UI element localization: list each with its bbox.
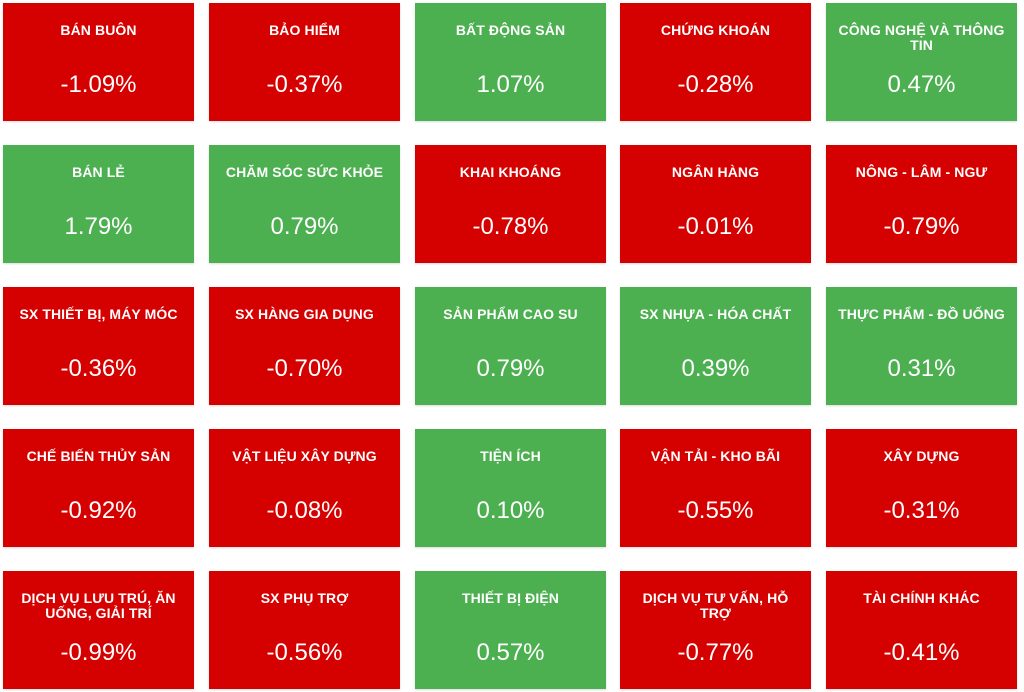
sector-name: BÁN LẺ — [72, 164, 125, 180]
sector-change: -0.99% — [60, 639, 137, 666]
sector-name: BÁN BUÔN — [60, 22, 137, 38]
sector-change: 0.47% — [887, 71, 956, 98]
sector-name: XÂY DỰNG — [883, 448, 960, 464]
sector-tile[interactable]: CÔNG NGHỆ VÀ THÔNG TIN 0.47% — [826, 3, 1017, 121]
sector-tile[interactable]: CHẾ BIẾN THỦY SẢN -0.92% — [3, 429, 194, 547]
sector-tile[interactable]: KHAI KHOÁNG -0.78% — [415, 145, 606, 263]
sector-change: 1.79% — [64, 213, 133, 240]
sector-change: -0.77% — [677, 639, 754, 666]
sector-tile[interactable]: BẢO HIỂM -0.37% — [209, 3, 400, 121]
sector-tile[interactable]: TÀI CHÍNH KHÁC -0.41% — [826, 571, 1017, 689]
sector-tile[interactable]: NÔNG - LÂM - NGƯ -0.79% — [826, 145, 1017, 263]
sector-name: DỊCH VỤ LƯU TRÚ, ĂN UỐNG, GIẢI TRÍ — [21, 590, 176, 621]
sector-name: SX PHỤ TRỢ — [260, 590, 349, 606]
sector-name: TIỆN ÍCH — [480, 448, 541, 464]
sector-name: BẤT ĐỘNG SẢN — [455, 22, 566, 38]
sector-tile[interactable]: BÁN BUÔN -1.09% — [3, 3, 194, 121]
sector-tile[interactable]: VẬN TẢI - KHO BÃI -0.55% — [620, 429, 811, 547]
sector-change: -0.55% — [677, 497, 754, 524]
sector-tile[interactable]: TIỆN ÍCH 0.10% — [415, 429, 606, 547]
sector-change: -0.78% — [472, 213, 549, 240]
sector-tile[interactable]: CHỨNG KHOÁN -0.28% — [620, 3, 811, 121]
sector-change: 0.31% — [887, 355, 956, 382]
sector-change: -0.28% — [677, 71, 754, 98]
sector-change: -0.01% — [677, 213, 754, 240]
sector-change: 0.79% — [476, 355, 545, 382]
sector-name: SẢN PHẨM CAO SU — [443, 306, 578, 322]
sector-tile[interactable]: DỊCH VỤ TƯ VẤN, HỖ TRỢ -0.77% — [620, 571, 811, 689]
sector-name: TÀI CHÍNH KHÁC — [863, 590, 980, 606]
sector-change: -0.37% — [266, 71, 343, 98]
sector-name: NGÂN HÀNG — [671, 164, 760, 180]
sector-change: -0.70% — [266, 355, 343, 382]
sector-tile[interactable]: VẬT LIỆU XÂY DỰNG -0.08% — [209, 429, 400, 547]
sector-tile[interactable]: SX PHỤ TRỢ -0.56% — [209, 571, 400, 689]
sector-change: 0.39% — [681, 355, 750, 382]
sector-tile[interactable]: SẢN PHẨM CAO SU 0.79% — [415, 287, 606, 405]
sector-change: -0.36% — [60, 355, 137, 382]
sector-change: -0.79% — [883, 213, 960, 240]
sector-tile[interactable]: SX HÀNG GIA DỤNG -0.70% — [209, 287, 400, 405]
sector-name: CHẾ BIẾN THỦY SẢN — [26, 448, 171, 464]
sector-tile[interactable]: CHĂM SÓC SỨC KHỎE 0.79% — [209, 145, 400, 263]
sector-name: THIẾT BỊ ĐIỆN — [462, 590, 559, 606]
sector-tile[interactable]: BÁN LẺ 1.79% — [3, 145, 194, 263]
sector-change: -0.41% — [883, 639, 960, 666]
sector-change: -1.09% — [60, 71, 137, 98]
sector-name: BẢO HIỂM — [269, 22, 340, 38]
sector-name: SX THIẾT BỊ, MÁY MÓC — [19, 306, 178, 322]
sector-name: CHĂM SÓC SỨC KHỎE — [225, 164, 384, 180]
sector-change: 0.57% — [476, 639, 545, 666]
sector-name: SX NHỰA - HÓA CHẤT — [639, 306, 792, 322]
sector-name: VẬT LIỆU XÂY DỰNG — [232, 448, 377, 464]
sector-change: 1.07% — [476, 71, 545, 98]
sector-change: 0.79% — [270, 213, 339, 240]
sector-tile[interactable]: SX NHỰA - HÓA CHẤT 0.39% — [620, 287, 811, 405]
sector-change: -0.31% — [883, 497, 960, 524]
sector-tile[interactable]: THIẾT BỊ ĐIỆN 0.57% — [415, 571, 606, 689]
sector-name: VẬN TẢI - KHO BÃI — [650, 448, 781, 464]
sector-change: -0.08% — [266, 497, 343, 524]
sector-tile[interactable]: BẤT ĐỘNG SẢN 1.07% — [415, 3, 606, 121]
sector-name: CÔNG NGHỆ VÀ THÔNG TIN — [838, 22, 1005, 53]
sector-name: KHAI KHOÁNG — [459, 164, 562, 180]
sector-tile[interactable]: NGÂN HÀNG -0.01% — [620, 145, 811, 263]
sector-tile[interactable]: THỰC PHẨM - ĐỒ UỐNG 0.31% — [826, 287, 1017, 405]
sector-tile[interactable]: SX THIẾT BỊ, MÁY MÓC -0.36% — [3, 287, 194, 405]
sector-change: 0.10% — [476, 497, 545, 524]
sector-name: DỊCH VỤ TƯ VẤN, HỖ TRỢ — [642, 590, 789, 621]
sector-tile[interactable]: XÂY DỰNG -0.31% — [826, 429, 1017, 547]
sector-name: NÔNG - LÂM - NGƯ — [855, 164, 988, 180]
sector-name: CHỨNG KHOÁN — [660, 22, 771, 38]
sector-name: THỰC PHẨM - ĐỒ UỐNG — [838, 306, 1005, 322]
sector-change: -0.56% — [266, 639, 343, 666]
sector-change: -0.92% — [60, 497, 137, 524]
sector-name: SX HÀNG GIA DỤNG — [235, 306, 374, 322]
sector-tile[interactable]: DỊCH VỤ LƯU TRÚ, ĂN UỐNG, GIẢI TRÍ -0.99… — [3, 571, 194, 689]
